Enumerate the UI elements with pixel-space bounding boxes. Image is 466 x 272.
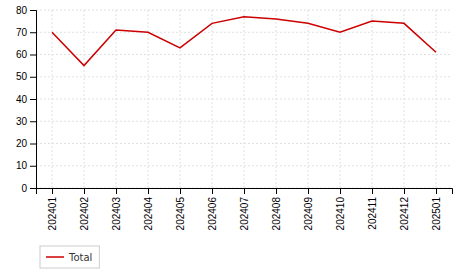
grid-line bbox=[404, 10, 405, 188]
tick-label: 80 bbox=[16, 5, 28, 16]
tick-label: 202401 bbox=[47, 197, 58, 231]
tick-label: 202406 bbox=[207, 197, 218, 231]
tick-mark bbox=[30, 10, 36, 11]
tick-mark bbox=[30, 55, 36, 56]
x-tick: 202409 bbox=[303, 188, 314, 230]
tick-mark bbox=[116, 188, 117, 194]
tick-label: 202402 bbox=[79, 197, 90, 231]
tick-mark bbox=[180, 188, 181, 194]
y-tick: 60 bbox=[16, 49, 36, 60]
tick-mark bbox=[404, 188, 405, 194]
tick-label: 202409 bbox=[303, 197, 314, 231]
grid-line bbox=[84, 10, 85, 188]
tick-label: 202405 bbox=[175, 197, 186, 231]
grid-line bbox=[308, 10, 309, 188]
grid-line bbox=[180, 10, 181, 188]
grid-line bbox=[116, 10, 117, 188]
grid-line bbox=[148, 10, 149, 188]
tick-label: 202403 bbox=[111, 197, 122, 231]
y-axis: 0 10 20 30 40 50 60 70 80 bbox=[16, 5, 37, 194]
y-tick: 0 bbox=[21, 183, 36, 194]
tick-mark bbox=[30, 32, 36, 33]
tick-mark bbox=[436, 188, 437, 194]
tick-mark bbox=[276, 188, 277, 194]
tick-mark bbox=[30, 77, 36, 78]
tick-label: 20 bbox=[16, 138, 28, 149]
plot: 0102030405060708020240120240220240320240… bbox=[16, 5, 453, 231]
y-tick: 40 bbox=[16, 94, 36, 105]
x-tick: 202407 bbox=[239, 188, 250, 230]
tick-mark bbox=[372, 188, 373, 194]
grid-line bbox=[36, 121, 452, 122]
tick-label: 202410 bbox=[335, 197, 346, 231]
grid-line bbox=[340, 10, 341, 188]
tick-mark bbox=[244, 188, 245, 194]
y-tick: 30 bbox=[16, 116, 36, 127]
x-axis: 202401 202402 202403 202404 202405 202406 2024… bbox=[37, 188, 453, 230]
tick-mark bbox=[340, 188, 341, 194]
tick-label: 60 bbox=[16, 49, 28, 60]
x-tick: 202402 bbox=[79, 188, 90, 230]
tick-mark bbox=[30, 166, 36, 167]
tick-label: 10 bbox=[16, 160, 28, 171]
grid-line bbox=[36, 76, 452, 77]
marks bbox=[52, 17, 436, 66]
tick-label: 202501 bbox=[431, 197, 442, 231]
tick-mark bbox=[212, 188, 213, 194]
axis-line bbox=[30, 11, 37, 189]
tick-mark bbox=[308, 188, 309, 194]
grid bbox=[36, 10, 452, 188]
tick-label: 202407 bbox=[239, 197, 250, 231]
grid-line bbox=[52, 10, 53, 188]
y-tick: 50 bbox=[16, 71, 36, 82]
grid-line bbox=[244, 10, 245, 188]
grid-line bbox=[436, 10, 437, 188]
tick-mark bbox=[30, 144, 36, 145]
grid-line bbox=[276, 10, 277, 188]
legend-box bbox=[40, 246, 99, 268]
x-tick: 202411 bbox=[367, 188, 378, 230]
chart: 0102030405060708020240120240220240320240… bbox=[0, 0, 466, 272]
x-tick: 202403 bbox=[111, 188, 122, 230]
grid-line bbox=[372, 10, 373, 188]
x-tick: 202501 bbox=[431, 188, 442, 230]
tick-mark bbox=[148, 188, 149, 194]
tick-label: 0 bbox=[21, 183, 27, 194]
tick-mark bbox=[84, 188, 85, 194]
tick-label: 202404 bbox=[143, 197, 154, 231]
tick-label: 202408 bbox=[271, 197, 282, 231]
x-tick: 202412 bbox=[399, 188, 410, 230]
tick-mark bbox=[52, 188, 53, 194]
tick-label: 50 bbox=[16, 71, 28, 82]
x-tick: 202401 bbox=[47, 188, 58, 230]
tick-label: 70 bbox=[16, 27, 28, 38]
y-tick: 70 bbox=[16, 27, 36, 38]
y-tick: 80 bbox=[16, 5, 36, 16]
x-tick: 202404 bbox=[143, 188, 154, 230]
tick-mark bbox=[30, 99, 36, 100]
tick-mark bbox=[30, 121, 36, 122]
tick-mark bbox=[30, 188, 36, 189]
y-tick: 10 bbox=[16, 160, 36, 171]
line bbox=[52, 17, 436, 66]
x-tick: 202408 bbox=[271, 188, 282, 230]
y-tick: 20 bbox=[16, 138, 36, 149]
tick-label: 202412 bbox=[399, 197, 410, 231]
legend: Total bbox=[40, 246, 99, 268]
tick-label: 40 bbox=[16, 94, 28, 105]
tick-label: 30 bbox=[16, 116, 28, 127]
legend-swatch bbox=[46, 256, 64, 258]
tick-label: 202411 bbox=[367, 197, 378, 230]
x-tick: 202410 bbox=[335, 188, 346, 230]
axis-line bbox=[37, 189, 453, 195]
grid-line bbox=[212, 10, 213, 188]
x-tick: 202406 bbox=[207, 188, 218, 230]
legend-label: Total bbox=[68, 252, 92, 263]
x-tick: 202405 bbox=[175, 188, 186, 230]
